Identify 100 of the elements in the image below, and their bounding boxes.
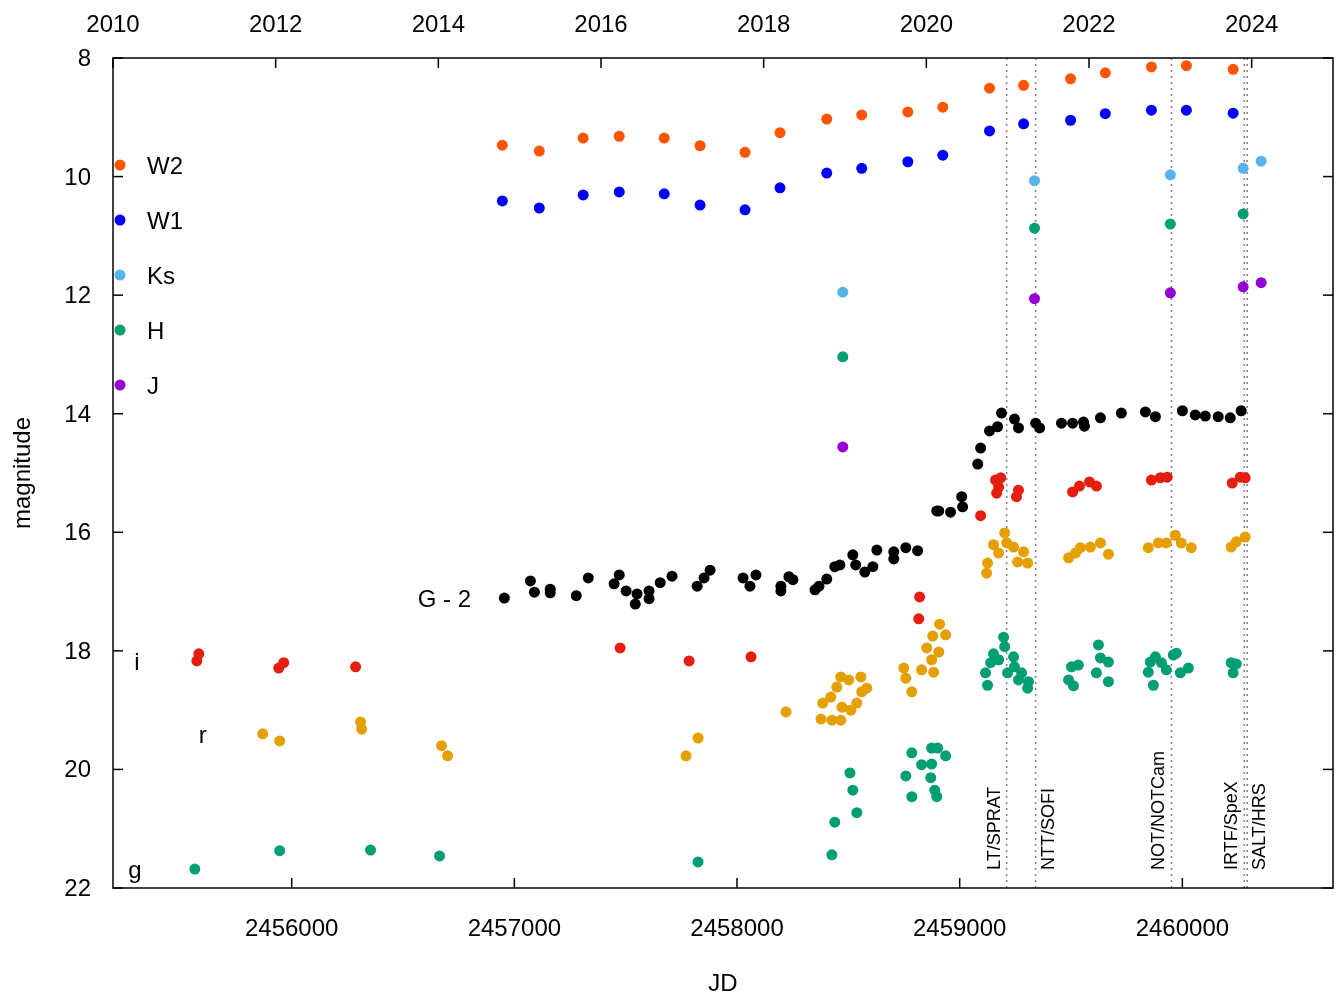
point [1029,175,1041,187]
point [1237,281,1249,293]
point [856,162,868,174]
point [937,101,949,113]
point [613,186,625,198]
point [1226,477,1238,489]
point [1145,104,1157,116]
point [843,674,855,686]
x2-tick-label: 2010 [86,10,140,37]
point [845,704,857,716]
x-tick-label: 2456000 [244,914,339,941]
point [1142,542,1154,554]
point [906,791,918,803]
point [1029,222,1041,234]
point [613,130,625,142]
y-tick-label: 22 [64,874,91,901]
point [1018,79,1030,91]
point [925,772,937,784]
point [916,759,928,771]
point [1018,118,1030,130]
point [926,758,938,770]
point [982,557,994,569]
point [933,646,945,658]
point [1255,155,1267,167]
x2-tick-label: 2024 [1224,10,1279,37]
point [928,666,940,678]
point [993,547,1005,559]
point [780,706,792,718]
point [1099,108,1111,120]
point [1084,541,1096,553]
point [1227,667,1239,679]
point [902,156,914,168]
x-axis-title: JD [708,969,738,994]
point [902,106,914,118]
y-tick-label: 16 [64,518,91,546]
ref-line-label: SALT/HRS [1249,783,1270,870]
y-tick-label: 8 [77,44,91,71]
point [898,662,910,674]
series-label: G - 2 [417,585,472,613]
legend-label: H [147,317,165,344]
x2-tick-label: 2014 [411,10,466,37]
point [1072,659,1084,671]
point [916,664,928,676]
point [692,732,704,744]
ref-line-label: IRTF/SpeX [1221,781,1242,870]
point [1255,277,1267,289]
point [274,735,286,747]
point [1018,546,1030,558]
point [442,750,454,762]
x-tick-label: 2460000 [1135,914,1230,941]
point [826,849,838,861]
point [1008,541,1020,553]
point [434,850,446,862]
point [1227,63,1239,75]
point [577,189,589,201]
point [1147,679,1159,691]
point [1185,542,1197,554]
point [837,351,849,363]
legend-label: J [147,372,159,399]
point [1237,208,1249,220]
point [861,682,873,694]
ref-line-label: LT/SPRAT [983,786,1004,870]
point [1180,104,1192,116]
point [999,641,1011,653]
point [837,286,849,298]
point [931,791,943,803]
point [436,740,448,752]
point [851,807,863,819]
point [1099,67,1111,79]
y-tick-label: 18 [64,636,91,664]
point [1090,480,1102,492]
point [1237,162,1249,174]
point [906,686,918,698]
point [739,204,751,216]
x2-tick-label: 2018 [736,10,791,37]
point [774,182,786,194]
point [821,113,833,125]
point [683,655,695,667]
point [257,728,269,740]
point [745,651,757,663]
point [1142,666,1154,678]
point [774,127,786,139]
legend-label: W1 [147,207,183,234]
point [1164,169,1176,181]
point [940,629,952,641]
point [837,441,849,453]
point [365,844,377,856]
point [193,648,205,660]
point [1227,107,1239,119]
point [1174,667,1186,679]
text: r [198,720,207,748]
point [835,714,847,726]
point [844,767,856,779]
x2-tick-label: 2022 [1062,10,1116,37]
point [1008,651,1020,663]
point [1160,664,1172,676]
point [694,199,706,211]
point [836,701,848,713]
point [533,202,545,214]
point [815,713,827,725]
